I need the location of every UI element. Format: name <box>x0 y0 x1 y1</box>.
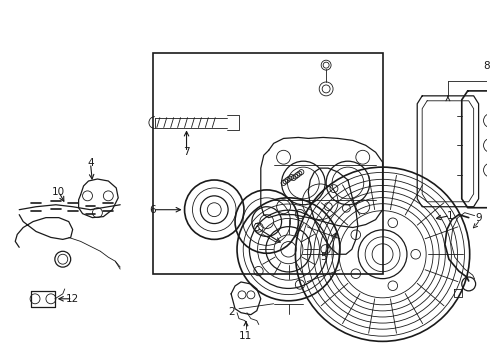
Text: 11: 11 <box>239 332 252 341</box>
Text: 6: 6 <box>149 205 156 215</box>
Bar <box>153 53 383 274</box>
Text: 2: 2 <box>228 307 234 317</box>
Text: 7: 7 <box>183 147 190 157</box>
Text: 12: 12 <box>66 294 79 304</box>
Text: 1: 1 <box>446 211 453 221</box>
Text: 4: 4 <box>87 158 94 168</box>
Text: 8: 8 <box>483 61 490 71</box>
Text: 9: 9 <box>475 213 482 222</box>
Text: 3: 3 <box>253 222 260 233</box>
Text: 5: 5 <box>320 252 326 262</box>
Text: 10: 10 <box>52 187 65 197</box>
